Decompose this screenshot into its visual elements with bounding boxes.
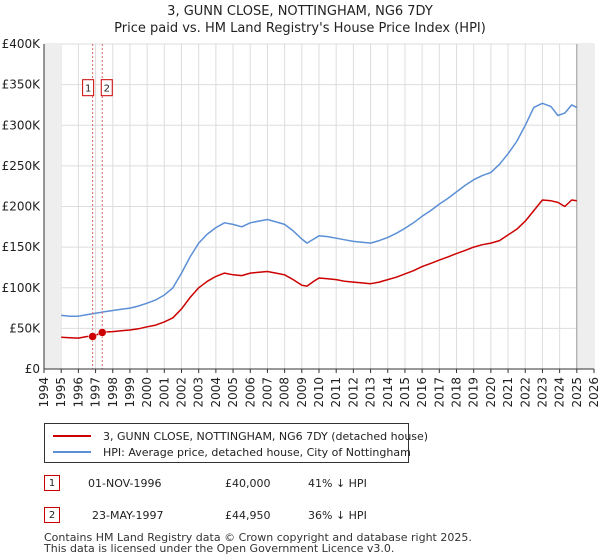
x-tick-label: 2005 <box>226 377 240 408</box>
x-tick-label: 2013 <box>364 377 378 408</box>
x-tick-label: 2020 <box>484 377 498 408</box>
annotation-label: 2 <box>104 84 110 95</box>
x-tick-label: 2000 <box>140 377 154 408</box>
y-tick-label: £150K <box>2 240 42 254</box>
x-tick-label: 1999 <box>123 377 137 408</box>
y-tick-label: £100K <box>2 281 42 295</box>
y-tick-label: £350K <box>2 78 42 92</box>
x-tick-label: 2024 <box>553 377 567 408</box>
x-tick-label: 1996 <box>71 377 85 408</box>
x-tick-label: 2014 <box>381 377 395 408</box>
x-tick-label: 1997 <box>89 377 103 408</box>
x-tick-label: 2004 <box>209 377 223 408</box>
transaction-date: 23-MAY-1997 <box>92 508 164 522</box>
chart-title: 3, GUNN CLOSE, NOTTINGHAM, NG6 7DY <box>167 4 433 19</box>
sale-point <box>88 332 97 341</box>
legend-item-property: 3, GUNN CLOSE, NOTTINGHAM, NG6 7DY (deta… <box>53 428 428 444</box>
pre-data-shade <box>44 44 62 369</box>
x-tick-label: 2021 <box>501 377 515 408</box>
transaction-row: 2 23-MAY-1997 £44,950 36% ↓ HPI <box>44 505 367 525</box>
x-tick-label: 2019 <box>467 377 481 408</box>
y-tick-label: £200K <box>2 200 42 214</box>
x-tick-label: 2010 <box>312 377 326 408</box>
footer-copyright: Contains HM Land Registry data © Crown c… <box>44 531 472 544</box>
annotation-box <box>82 79 95 97</box>
transaction-price: £40,000 <box>225 476 271 490</box>
chart-subtitle: Price paid vs. HM Land Registry's House … <box>114 21 486 36</box>
x-tick-label: 1994 <box>37 377 51 408</box>
footer-license: This data is licensed under the Open Gov… <box>44 542 395 555</box>
price-chart: 3, GUNN CLOSE, NOTTINGHAM, NG6 7DY Price… <box>2 4 600 408</box>
x-tick-label: 2017 <box>432 377 446 408</box>
legend-label-property: 3, GUNN CLOSE, NOTTINGHAM, NG6 7DY (deta… <box>103 429 429 443</box>
x-tick-label: 2015 <box>398 377 412 408</box>
legend-swatch-property <box>53 435 91 437</box>
x-tick-label: 2025 <box>570 377 584 408</box>
transaction-row: 1 01-NOV-1996 £40,000 41% ↓ HPI <box>44 473 367 493</box>
y-tick-label: £300K <box>2 118 42 132</box>
transaction-hpi-diff: 36% ↓ HPI <box>308 508 367 522</box>
y-tick-label: £400K <box>2 37 42 51</box>
x-tick-label: 2008 <box>278 377 292 408</box>
x-tick-label: 2011 <box>329 377 343 408</box>
legend-label-hpi: HPI: Average price, detached house, City… <box>103 445 411 459</box>
series-line-hpi <box>61 102 578 317</box>
transaction-date: 01-NOV-1996 <box>88 476 162 490</box>
transaction-hpi-diff: 41% ↓ HPI <box>308 476 367 490</box>
y-tick-label: £250K <box>2 159 42 173</box>
x-tick-label: 2012 <box>346 377 360 408</box>
x-tick-label: 2009 <box>295 377 309 408</box>
annotation-box <box>100 79 113 97</box>
x-tick-label: 2003 <box>192 377 206 408</box>
x-tick-label: 1995 <box>54 377 68 408</box>
legend-swatch-hpi <box>53 451 91 453</box>
transaction-price: £44,950 <box>225 508 271 522</box>
x-tick-label: 2023 <box>535 377 549 408</box>
x-tick-label: 2016 <box>415 377 429 408</box>
series-line-property <box>61 199 577 339</box>
transaction-badge: 2 <box>44 507 60 523</box>
x-tick-label: 2007 <box>260 377 274 408</box>
post-data-shade <box>576 44 594 369</box>
y-tick-label: £0 <box>25 362 40 376</box>
transaction-badge: 1 <box>44 475 60 491</box>
x-tick-label: 2018 <box>450 377 464 408</box>
x-tick-label: 1998 <box>106 377 120 408</box>
sale-point <box>98 328 107 337</box>
y-tick-label: £50K <box>9 321 41 335</box>
legend: 3, GUNN CLOSE, NOTTINGHAM, NG6 7DY (deta… <box>44 423 428 463</box>
x-tick-label: 2026 <box>587 377 600 408</box>
x-tick-label: 2002 <box>175 377 189 408</box>
x-tick-label: 2022 <box>518 377 532 408</box>
x-tick-label: 2006 <box>243 377 257 408</box>
annotation-label: 1 <box>85 84 91 95</box>
x-tick-label: 2001 <box>157 377 171 408</box>
legend-item-hpi: HPI: Average price, detached house, City… <box>53 444 411 460</box>
